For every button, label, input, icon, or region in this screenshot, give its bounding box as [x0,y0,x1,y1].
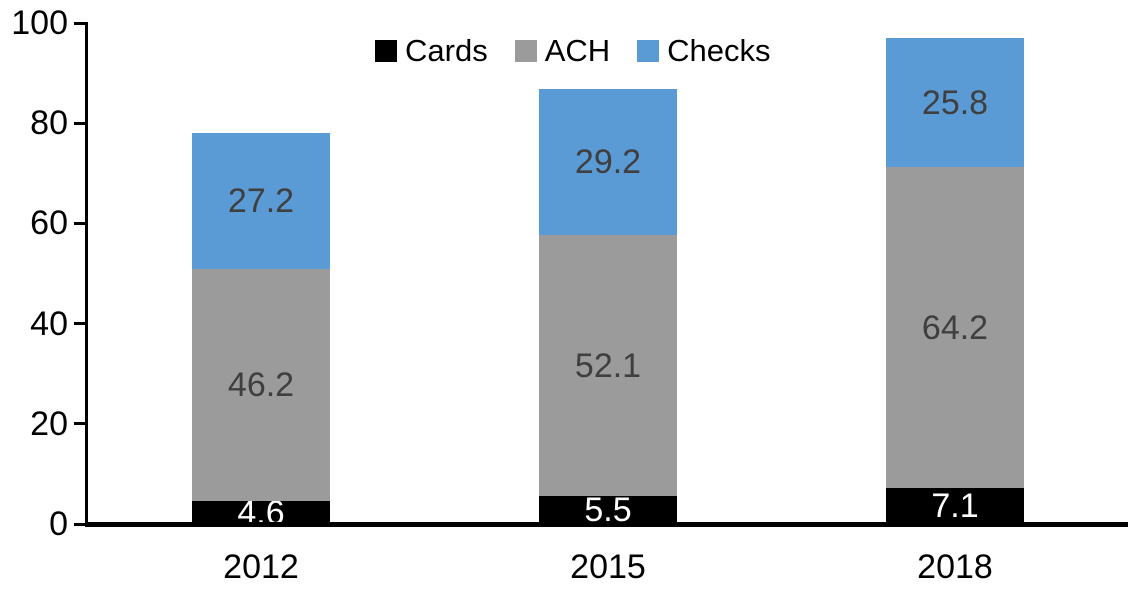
bar-segment-ach-2012: 46.2 [192,269,330,501]
y-tick-mark [74,22,85,25]
x-axis-line [85,522,1128,527]
y-tick-label: 40 [30,305,68,343]
y-tick-label: 20 [30,405,68,443]
x-tick-label: 2018 [917,548,993,586]
y-tick-label: 60 [30,204,68,242]
data-label: 64.2 [921,308,989,347]
bar-segment-cards-2012: 4.6 [192,496,330,530]
y-tick-mark [74,122,85,125]
y-tick-mark [74,523,85,526]
legend-swatch-checks-icon [637,40,660,62]
y-tick-mark [74,322,85,325]
legend-swatch-cards-icon [375,40,397,62]
data-label: 52.1 [574,347,642,386]
legend-item-ach: ACH [514,33,611,68]
bar-segment-checks-2012: 27.2 [192,133,330,270]
data-label: 29.2 [574,143,642,182]
legend-item-checks: Checks [637,33,771,68]
data-label: 46.2 [227,366,295,405]
legend: Cards ACH Checks [375,33,771,68]
y-tick-mark [74,422,85,425]
bar-segment-ach-2015: 52.1 [539,235,677,497]
data-label: 7.1 [931,487,979,526]
bar-segment-cards-2018: 7.1 [886,488,1024,524]
legend-swatch-ach-icon [514,40,537,62]
bar-segment-cards-2015: 5.5 [539,491,677,530]
y-axis-line [85,22,88,524]
y-tick-label: 0 [49,505,68,543]
bar-segment-checks-2015: 29.2 [539,89,677,236]
legend-item-cards: Cards [375,33,488,68]
data-label: 25.8 [921,83,989,122]
x-tick-label: 2012 [223,548,299,586]
legend-label-checks: Checks [667,33,771,68]
y-tick-label: 80 [30,104,68,142]
legend-label-ach: ACH [544,33,611,68]
data-label: 5.5 [584,491,632,530]
legend-label-cards: Cards [405,33,488,68]
y-tick-mark [74,222,85,225]
bar-segment-ach-2018: 64.2 [886,166,1024,489]
y-tick-label: 100 [11,4,68,42]
bar-segment-checks-2018: 25.8 [886,37,1024,167]
data-label: 27.2 [227,182,295,221]
x-tick-label: 2015 [570,548,646,586]
